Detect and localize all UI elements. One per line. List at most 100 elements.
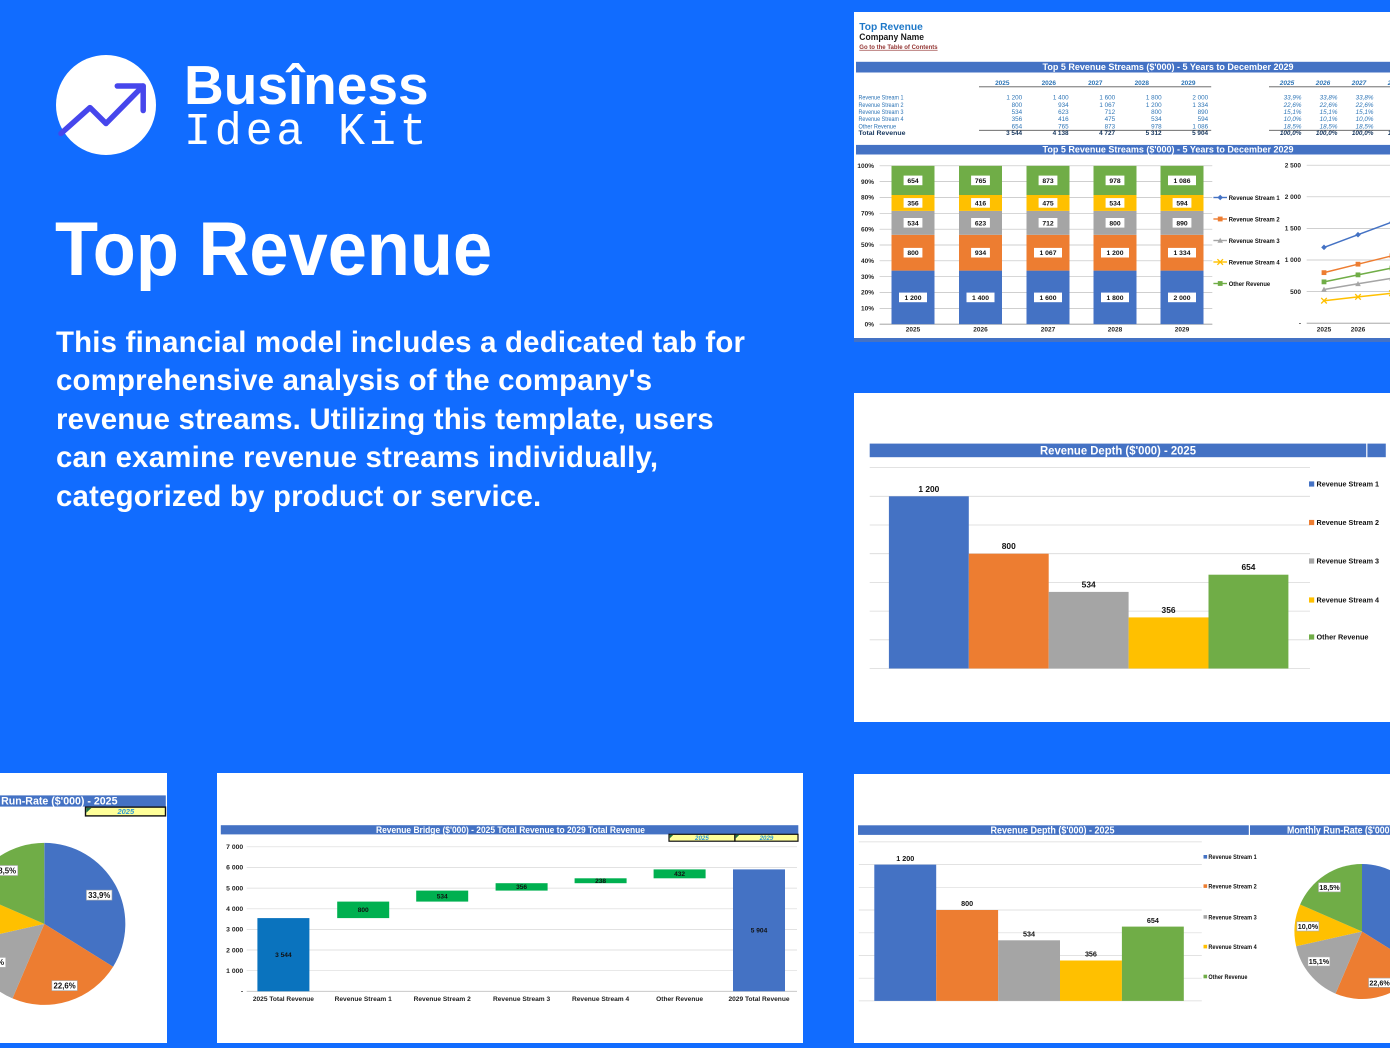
svg-text:18,5%: 18,5%: [1319, 883, 1340, 892]
svg-text:Revenue Stream 3: Revenue Stream 3: [859, 109, 904, 116]
svg-text:0%: 0%: [865, 321, 875, 328]
svg-text:2025: 2025: [694, 835, 709, 842]
svg-text:2027: 2027: [1088, 80, 1103, 87]
svg-text:2 000: 2 000: [226, 947, 243, 954]
svg-text:100,0%: 100,0%: [1316, 130, 1338, 137]
svg-text:1 334: 1 334: [1192, 102, 1208, 109]
svg-text:15,1%: 15,1%: [1356, 109, 1374, 116]
svg-text:800: 800: [358, 907, 369, 914]
svg-text:1 200: 1 200: [904, 295, 921, 302]
svg-text:22,6%: 22,6%: [1319, 102, 1338, 109]
svg-text:800: 800: [1012, 102, 1023, 109]
svg-text:15,1%: 15,1%: [1284, 109, 1302, 116]
svg-text:Revenue Stream 1: Revenue Stream 1: [859, 95, 904, 102]
svg-text:800: 800: [961, 899, 973, 908]
svg-text:534: 534: [1109, 200, 1121, 207]
svg-text:1 600: 1 600: [1099, 95, 1115, 102]
svg-text:10,0%: 10,0%: [1284, 116, 1302, 123]
svg-text:70%: 70%: [861, 211, 874, 218]
svg-text:800: 800: [907, 250, 919, 257]
svg-text:238: 238: [595, 878, 606, 885]
svg-text:Revenue Stream 1: Revenue Stream 1: [1317, 480, 1380, 489]
svg-text:356: 356: [1085, 950, 1097, 959]
svg-text:15,1%: 15,1%: [0, 958, 4, 967]
svg-text:30%: 30%: [861, 274, 874, 281]
svg-text:Revenue Stream 4: Revenue Stream 4: [1229, 260, 1280, 267]
svg-text:2 000: 2 000: [1285, 194, 1302, 201]
svg-text:356: 356: [1012, 116, 1023, 123]
svg-text:Revenue Stream 3: Revenue Stream 3: [493, 996, 551, 1003]
svg-text:416: 416: [975, 200, 987, 207]
svg-text:100,0%: 100,0%: [1352, 130, 1374, 137]
svg-text:1 500: 1 500: [1285, 226, 1302, 233]
svg-text:534: 534: [437, 893, 448, 900]
svg-text:Revenue Stream 1: Revenue Stream 1: [335, 996, 393, 1003]
svg-text:33,9%: 33,9%: [1284, 95, 1302, 102]
svg-text:Revenue Stream 4: Revenue Stream 4: [859, 116, 904, 123]
svg-text:1 600: 1 600: [1039, 295, 1056, 302]
svg-text:7 000: 7 000: [226, 844, 243, 851]
svg-text:Top 5 Revenue Streams ($'000): Top 5 Revenue Streams ($'000) - 5 Years …: [1043, 145, 1294, 156]
svg-text:Revenue Stream 2: Revenue Stream 2: [1317, 518, 1380, 527]
svg-text:3 544: 3 544: [1006, 130, 1022, 137]
svg-text:594: 594: [1176, 200, 1188, 207]
svg-text:934: 934: [1058, 102, 1069, 109]
svg-text:1 000: 1 000: [1285, 257, 1302, 264]
svg-text:2 500: 2 500: [1285, 162, 1302, 169]
svg-text:1 800: 1 800: [1146, 95, 1162, 102]
svg-text:2025: 2025: [1279, 80, 1295, 87]
svg-text:2 000: 2 000: [1173, 295, 1190, 302]
svg-text:934: 934: [975, 250, 987, 257]
svg-text:Monthly Run-Rate ($'000) - 202: Monthly Run-Rate ($'000) - 2025: [1287, 825, 1390, 836]
svg-text:534: 534: [907, 220, 919, 227]
svg-text:712: 712: [1042, 220, 1054, 227]
svg-text:Revenue Stream 4: Revenue Stream 4: [1208, 944, 1256, 951]
svg-text:33,9%: 33,9%: [88, 891, 110, 900]
svg-text:Revenue Stream 3: Revenue Stream 3: [1208, 914, 1256, 921]
svg-text:1 400: 1 400: [972, 295, 989, 302]
svg-text:765: 765: [975, 178, 987, 185]
svg-text:534: 534: [1082, 579, 1096, 589]
svg-text:40%: 40%: [861, 258, 874, 265]
svg-text:1 200: 1 200: [918, 484, 939, 494]
svg-text:Other Revenue: Other Revenue: [1208, 974, 1247, 981]
svg-text:1 400: 1 400: [1053, 95, 1069, 102]
svg-text:4 138: 4 138: [1053, 130, 1069, 137]
svg-text:356: 356: [1162, 605, 1176, 615]
svg-text:534: 534: [1012, 109, 1023, 116]
svg-text:10%: 10%: [861, 306, 874, 313]
svg-text:654: 654: [1147, 916, 1159, 925]
svg-text:-: -: [1299, 320, 1301, 327]
svg-text:3 544: 3 544: [275, 952, 292, 959]
svg-text:Other Revenue: Other Revenue: [1229, 281, 1271, 288]
svg-text:90%: 90%: [861, 179, 874, 186]
svg-text:623: 623: [975, 220, 987, 227]
svg-text:1 067: 1 067: [1039, 250, 1056, 257]
svg-text:15,1%: 15,1%: [1309, 957, 1330, 966]
svg-text:890: 890: [1198, 109, 1209, 116]
svg-text:5 000: 5 000: [226, 885, 243, 892]
svg-text:800: 800: [1151, 109, 1162, 116]
svg-text:594: 594: [1198, 116, 1209, 123]
svg-text:2 000: 2 000: [1192, 95, 1208, 102]
svg-text:1 000: 1 000: [226, 968, 243, 975]
svg-text:60%: 60%: [861, 226, 874, 233]
svg-text:10,0%: 10,0%: [1356, 116, 1374, 123]
svg-text:22,6%: 22,6%: [1355, 102, 1374, 109]
svg-text:534: 534: [1151, 116, 1162, 123]
svg-text:2026: 2026: [1042, 80, 1057, 87]
svg-text:5 312: 5 312: [1146, 130, 1162, 137]
svg-text:22,6%: 22,6%: [1369, 978, 1390, 987]
svg-text:22,6%: 22,6%: [1283, 102, 1302, 109]
svg-text:1 200: 1 200: [1006, 95, 1022, 102]
svg-text:2026: 2026: [1351, 326, 1366, 333]
svg-text:1 067: 1 067: [1099, 102, 1115, 109]
svg-text:712: 712: [1105, 109, 1116, 116]
svg-text:10,1%: 10,1%: [1320, 116, 1338, 123]
svg-text:100,0%: 100,0%: [1280, 130, 1302, 137]
svg-text:534: 534: [1023, 929, 1035, 938]
svg-text:-: -: [241, 989, 243, 996]
svg-text:Revenue Stream 1: Revenue Stream 1: [1229, 195, 1280, 202]
svg-text:2025: 2025: [1317, 326, 1332, 333]
svg-text:2025: 2025: [995, 80, 1010, 87]
